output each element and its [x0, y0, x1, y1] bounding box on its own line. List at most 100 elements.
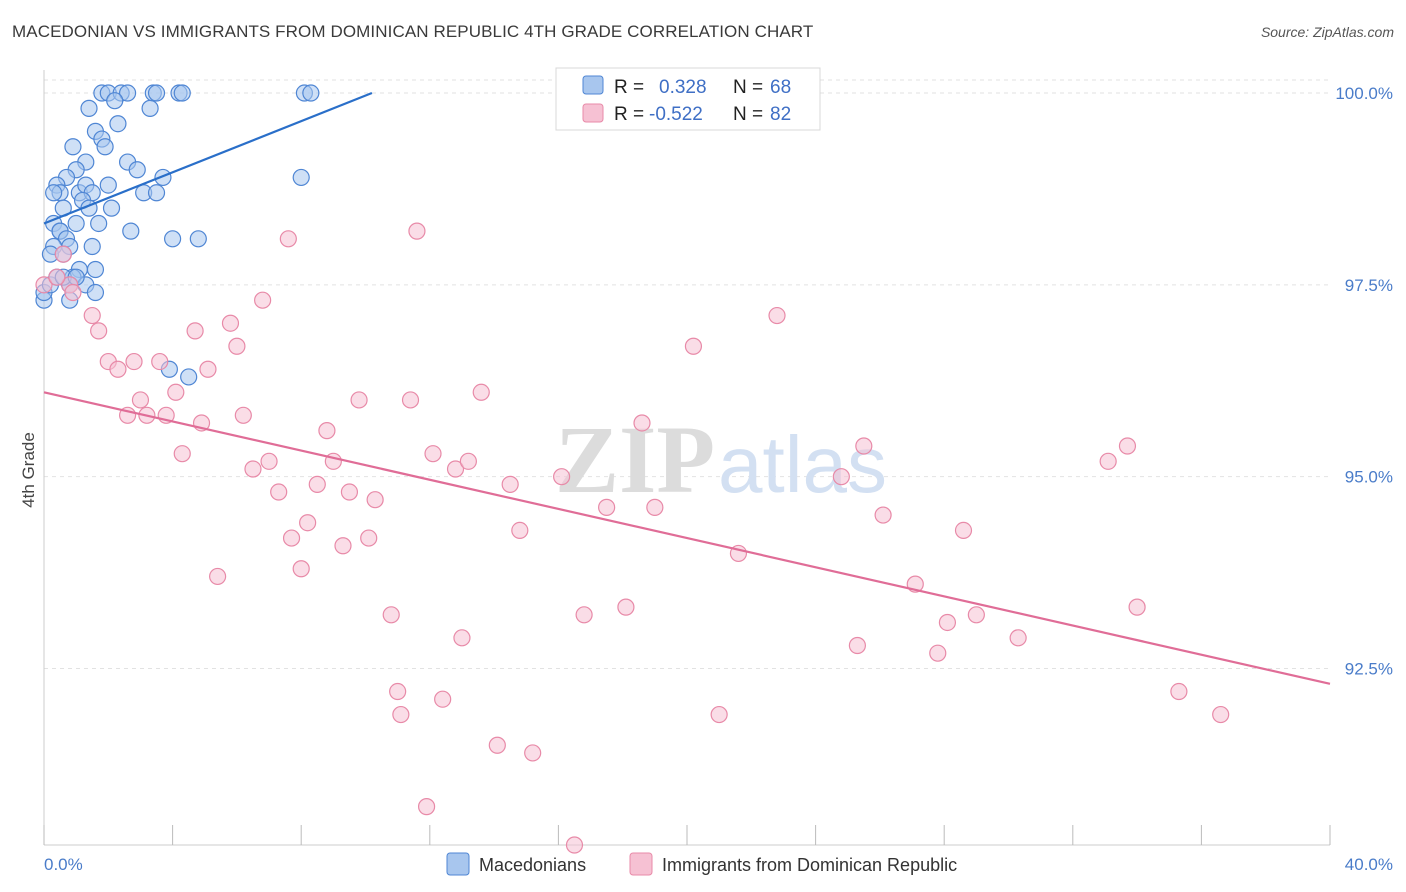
- y-tick-label-2: 97.5%: [1345, 276, 1393, 295]
- macedonian-point-63: [180, 368, 198, 386]
- dominican-point-22: [234, 406, 252, 424]
- macedonian-point-12: [80, 99, 98, 117]
- dominican-point-68: [855, 437, 873, 455]
- dominican-point-78: [1128, 598, 1146, 616]
- dominican-point-30: [299, 514, 317, 532]
- macedonian-point-45: [164, 230, 182, 248]
- dominican-point-54: [524, 744, 542, 762]
- macedonian-point-10: [106, 92, 124, 110]
- dominican-point-32: [318, 422, 336, 440]
- dominican-point-69: [874, 506, 892, 524]
- macedonian-point-30: [45, 184, 63, 202]
- chart-title: MACEDONIAN VS IMMIGRANTS FROM DOMINICAN …: [12, 22, 814, 41]
- dominican-point-55: [553, 468, 571, 486]
- dominican-point-34: [334, 537, 352, 555]
- watermark: ZIP atlas: [555, 406, 887, 513]
- legend-n-value-2: 82: [770, 104, 791, 125]
- grid: [44, 79, 1330, 670]
- series-legend: Macedonians Immigrants from Dominican Re…: [446, 852, 957, 876]
- dominican-point-62: [684, 337, 703, 355]
- trend-lines: [43, 91, 1331, 685]
- dominican-point-60: [633, 414, 651, 432]
- legend-r-label-1: R =: [614, 77, 644, 98]
- dominican-point-76: [1099, 452, 1117, 470]
- dominican-point-16: [186, 322, 204, 340]
- dominican-point-47: [446, 460, 465, 478]
- dominican-point-67: [848, 636, 866, 655]
- series-legend-dominican: Immigrants from Dominican Republic: [662, 855, 957, 875]
- dominican-point-46: [434, 690, 452, 708]
- legend-r-label-2: R =: [614, 104, 644, 125]
- dominican-point-79: [1170, 682, 1188, 701]
- dominican-point-65: [768, 306, 786, 325]
- macedonian-point-28: [99, 176, 117, 194]
- dominican-point-20: [221, 314, 240, 332]
- macedonian-point-9: [302, 84, 320, 102]
- dominican-point-41: [392, 705, 410, 724]
- dominican-point-10: [131, 391, 150, 409]
- dominican-point-29: [292, 560, 310, 578]
- dominican-point-58: [598, 498, 616, 516]
- x-tick-label-0: 0.0%: [44, 855, 83, 874]
- macedonian-point-5: [147, 84, 166, 102]
- watermark-atlas: atlas: [718, 420, 887, 509]
- dominican-point-12: [151, 352, 169, 371]
- macedonian-point-40: [90, 214, 108, 233]
- macedonian-point-24: [292, 168, 310, 187]
- dominican-point-61: [646, 498, 664, 516]
- dominican-point-42: [401, 391, 420, 409]
- dominican-point-40: [389, 682, 407, 701]
- dominican-point-44: [417, 798, 436, 816]
- dominican-point-4: [83, 306, 101, 325]
- macedonian-point-7: [173, 84, 191, 102]
- legend-n-label-1: N =: [733, 77, 763, 98]
- macedonian-point-53: [86, 260, 105, 279]
- macedonian-point-39: [67, 214, 85, 233]
- macedonian-trend-line: [43, 91, 373, 225]
- dominican-point-74: [967, 606, 985, 624]
- dominican-point-15: [173, 445, 191, 463]
- dominican-point-81: [48, 268, 66, 286]
- dominican-point-14: [167, 383, 185, 401]
- macedonian-point-16: [64, 138, 82, 156]
- series-legend-swatch-macedonians: [446, 852, 470, 876]
- dominican-point-53: [511, 521, 529, 539]
- macedonian-point-3: [118, 84, 137, 102]
- legend-n-value-1: 68: [770, 77, 791, 98]
- dominican-point-59: [617, 598, 635, 616]
- dominican-trend-line: [43, 391, 1331, 685]
- legend-swatch-blue: [582, 75, 604, 95]
- dominican-point-56: [565, 836, 584, 854]
- dominican-point-71: [929, 644, 947, 662]
- dominican-point-51: [488, 736, 506, 754]
- dominican-point-49: [459, 452, 477, 470]
- macedonian-point-33: [147, 184, 166, 202]
- dominican-point-19: [209, 567, 227, 586]
- dominican-point-26: [270, 483, 288, 501]
- series-legend-macedonians: Macedonians: [479, 855, 586, 875]
- stats-legend: R = 0.328 N = 68 R = -0.522 N = 82: [555, 67, 821, 131]
- dominican-point-73: [954, 521, 973, 539]
- dominican-point-77: [1118, 437, 1137, 455]
- dominican-point-72: [938, 613, 957, 632]
- dominican-point-23: [244, 460, 262, 478]
- dominican-point-9: [125, 352, 143, 371]
- dominican-point-18: [199, 360, 217, 378]
- macedonian-point-58: [86, 283, 105, 302]
- legend-r-value-1: 0.328: [659, 77, 707, 98]
- legend-swatch-pink: [582, 103, 604, 123]
- dominican-point-7: [109, 360, 127, 378]
- macedonian-point-13: [109, 115, 127, 133]
- series-legend-swatch-dominican: [629, 852, 653, 876]
- macedonian-point-46: [189, 230, 207, 248]
- dominican-point-25: [260, 452, 278, 470]
- dominican-point-27: [279, 230, 297, 248]
- dominican-point-39: [382, 606, 400, 624]
- x-tick-label-1: 40.0%: [1345, 855, 1393, 874]
- dominican-point-75: [1009, 629, 1027, 647]
- macedonian-point-36: [102, 199, 121, 217]
- dominican-point-80: [1212, 705, 1230, 724]
- macedonian-point-17: [96, 138, 114, 156]
- dominican-point-5: [90, 322, 108, 340]
